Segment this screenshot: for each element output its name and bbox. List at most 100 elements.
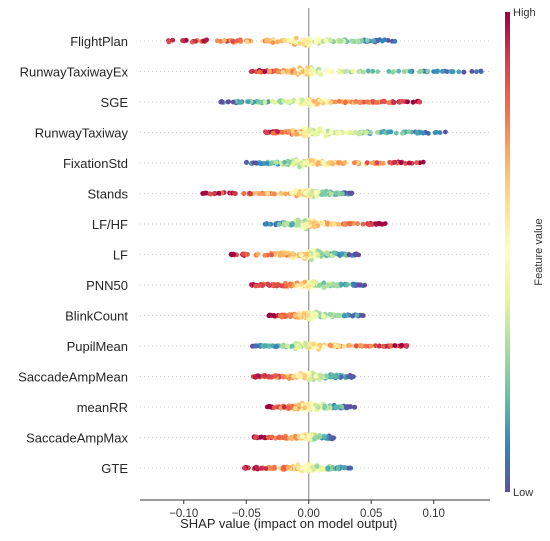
shap-point [391,99,397,105]
shap-point [292,405,298,411]
feature-label: RunwayTaxiwayEx [20,65,129,80]
shap-point [386,100,392,106]
shap-point [359,343,365,349]
shap-point [308,317,313,322]
shap-point [275,39,281,45]
shap-point [279,283,285,289]
shap-point [342,159,348,165]
shap-point [331,250,337,256]
feature-label: FixationStd [63,156,128,171]
shap-point [324,220,330,226]
shap-point [342,69,348,74]
shap-point [287,37,292,43]
shap-point [301,101,307,107]
shap-point [280,69,286,75]
shap-point [360,313,366,318]
shap-point [308,70,314,75]
shap-point [271,405,277,410]
shap-point [293,188,298,193]
shap-point [304,159,310,165]
shap-point [269,434,275,440]
feature-label: LF/HF [92,217,128,232]
shap-point [392,343,398,348]
shap-point [323,133,329,139]
shap-point [216,190,222,196]
shap-point [365,38,370,43]
shap-point [474,69,479,75]
shap-point [301,41,307,47]
shap-point [375,130,380,135]
shap-point [338,39,344,44]
shap-point [295,99,300,105]
shap-point [327,405,333,411]
shap-point [393,130,399,136]
shap-point [406,160,412,166]
shap-point [278,190,284,196]
shap-point [314,193,319,199]
shap-point [267,68,273,74]
shap-point [330,281,336,287]
shap-point [432,130,438,136]
shap-point [270,40,276,45]
shap-point [307,191,313,197]
shap-point [380,38,385,44]
shap-point [311,279,317,284]
feature-labels: FlightPlan RunwayTaxiwayEx SGE RunwayTaxiwa… [18,34,128,476]
shap-point [251,160,257,166]
shap-point [266,37,272,43]
shap-point [301,311,307,316]
shap-point [271,465,276,471]
shap-point [406,129,412,135]
shap-point [289,312,295,318]
shap-point [362,282,368,288]
shap-point [302,37,308,43]
shap-point [340,191,345,197]
shap-point [356,252,362,258]
shap-point [269,374,274,380]
shap-point [410,99,416,105]
shap-point [344,282,350,288]
shap-point [314,251,320,257]
shap-point [265,435,271,440]
shap-point [386,69,392,74]
shap-point [282,159,287,165]
shap-point [374,100,379,105]
shap-point [263,466,269,471]
shap-point [316,160,321,166]
shap-point [293,312,298,318]
shap-point [289,222,295,228]
shap-point [244,39,250,44]
x-tick-label: 0.05 [360,508,382,520]
shap-point [230,38,236,44]
shap-point [286,129,292,134]
feature-label: GTE [101,461,128,476]
shap-point [222,38,227,43]
feature-label: LF [113,248,128,263]
feature-label: PupilMean [67,339,128,354]
shap-point [342,313,347,319]
shap-point [306,434,312,439]
shap-point [314,464,320,469]
shap-point [303,341,308,347]
shap-point [348,221,353,227]
shap-point [295,222,301,228]
x-ticks: −0.10 −0.05 0.00 0.05 0.10 [169,500,445,520]
shap-point [380,343,386,349]
shap-point [388,343,393,349]
shap-point [414,130,420,135]
shap-point [321,344,327,350]
shap-point [336,98,342,104]
shap-point [398,160,404,166]
shap-point [403,161,408,166]
shap-point [333,343,338,349]
shap-point [325,282,331,288]
shap-point [322,405,327,411]
shap-point [285,99,291,105]
shap-point [296,434,302,440]
shap-point [320,191,325,197]
shap-point [241,191,247,196]
shap-point [313,373,319,379]
shap-point [392,38,398,44]
shap-point [335,465,341,471]
shap-point [295,465,301,471]
